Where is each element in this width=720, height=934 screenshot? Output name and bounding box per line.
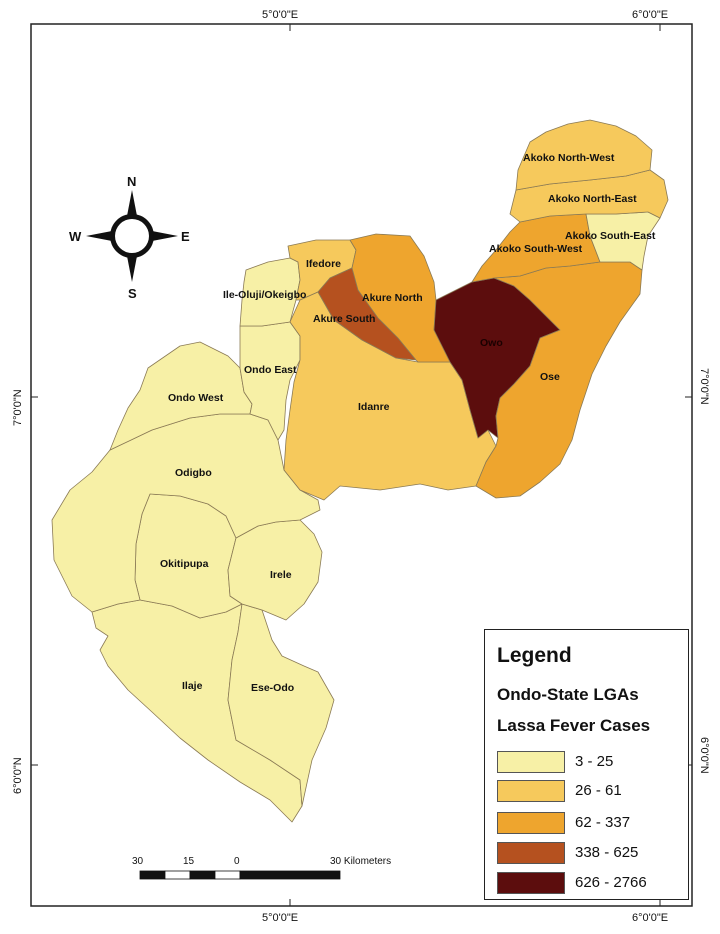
legend-subtitle: Ondo-State LGAs	[497, 685, 639, 704]
label-okitipupa: Okitipupa	[160, 558, 209, 570]
legend-swatch-class-5	[497, 872, 565, 894]
label-akure-north: Akure North	[362, 292, 423, 304]
legend-field: Lassa Fever Cases	[497, 716, 651, 735]
label-ondo-east: Ondo East	[244, 364, 297, 376]
label-ese-odo: Ese-Odo	[251, 682, 294, 694]
legend-swatch-class-1	[497, 751, 565, 773]
label-ilaje: Ilaje	[182, 680, 203, 692]
label-ose: Ose	[540, 371, 560, 383]
label-idanre: Idanre	[358, 401, 390, 413]
bottom-lon-label-5e: 5°0'0"E	[262, 912, 298, 924]
legend-item-class-2: 26 - 61	[497, 780, 687, 802]
legend-item-class-3: 62 - 337	[497, 812, 687, 834]
scale-bar: 30 15 0 30 Kilometers	[132, 856, 391, 880]
scale-segment-4	[214, 870, 241, 880]
label-akoko-north-west: Akoko North-West	[523, 152, 615, 164]
legend-label-class-5: 626 - 2766	[575, 874, 647, 891]
scale-segment-1	[139, 870, 166, 880]
legend-title: Legend	[497, 644, 572, 667]
left-lat-label-6n: 6°0'0"N	[12, 757, 24, 794]
lga-ese-odo[interactable]	[227, 603, 335, 807]
scale-segment-5	[239, 870, 341, 880]
compass-arrow-south	[127, 256, 137, 282]
lga-labels: Akoko North-West Akoko North-East Akoko …	[160, 152, 656, 694]
legend-item-class-1: 3 - 25	[497, 751, 687, 773]
scale-label-0: 0	[234, 856, 240, 867]
right-lat-label-7n: 7°0'0"N	[698, 368, 710, 405]
compass-ring-inner	[115, 219, 149, 253]
scale-label-30-left: 30	[132, 856, 144, 867]
label-akure-south: Akure South	[313, 313, 375, 325]
bottom-lon-label-6e: 6°0'0"E	[632, 912, 668, 924]
compass-arrow-west	[86, 231, 112, 241]
compass-e: E	[181, 229, 190, 244]
scale-segment-3	[189, 870, 216, 880]
legend-label-class-2: 26 - 61	[575, 782, 622, 799]
legend-box: Legend Ondo-State LGAs Lassa Fever Cases…	[484, 629, 689, 900]
legend-swatch-class-3	[497, 812, 565, 834]
legend-swatch-class-2	[497, 780, 565, 802]
label-akoko-north-east: Akoko North-East	[548, 193, 637, 205]
label-owo: Owo	[480, 337, 503, 349]
compass-arrow-north	[127, 190, 137, 216]
label-ile-oluji-okeigbo: Ile-Oluji/Okeigbo	[223, 289, 306, 301]
lga-akoko-north-west[interactable]	[515, 119, 653, 191]
label-odigbo: Odigbo	[175, 467, 212, 479]
compass-arrow-east	[152, 231, 178, 241]
north-arrow: N S W E	[69, 174, 190, 301]
scale-label-15: 15	[183, 856, 195, 867]
lga-ile-oluji-okeigbo[interactable]	[239, 257, 301, 327]
lga-ondo-west[interactable]	[109, 341, 253, 451]
legend-label-class-3: 62 - 337	[575, 814, 631, 831]
legend-swatch-class-4	[497, 842, 565, 864]
lga-akure-north[interactable]	[349, 233, 451, 363]
right-lat-label-6n: 6°0'0"N	[698, 737, 710, 774]
label-akoko-south-east: Akoko South-East	[565, 230, 656, 242]
compass-w: W	[69, 229, 82, 244]
label-irele: Irele	[270, 569, 292, 581]
graticule-ticks	[31, 24, 692, 906]
left-lat-label-7n: 7°0'0"N	[12, 389, 24, 426]
compass-s: S	[128, 286, 137, 301]
lga-idanre[interactable]	[283, 291, 497, 501]
top-lon-label-6e: 6°0'0"E	[632, 9, 668, 21]
compass-n: N	[127, 174, 136, 189]
legend-label-class-1: 3 - 25	[575, 753, 614, 770]
top-lon-label-5e: 5°0'0"E	[262, 9, 298, 21]
legend-item-class-4: 338 - 625	[497, 842, 687, 864]
lga-polygons	[51, 119, 669, 823]
label-ifedore: Ifedore	[306, 258, 341, 270]
scale-segment-2	[164, 870, 191, 880]
label-ondo-west: Ondo West	[168, 392, 224, 404]
scale-label-30-km: 30 Kilometers	[330, 856, 391, 867]
legend-item-class-5: 626 - 2766	[497, 872, 687, 894]
label-akoko-south-west: Akoko South-West	[489, 243, 583, 255]
legend-label-class-4: 338 - 625	[575, 844, 639, 861]
